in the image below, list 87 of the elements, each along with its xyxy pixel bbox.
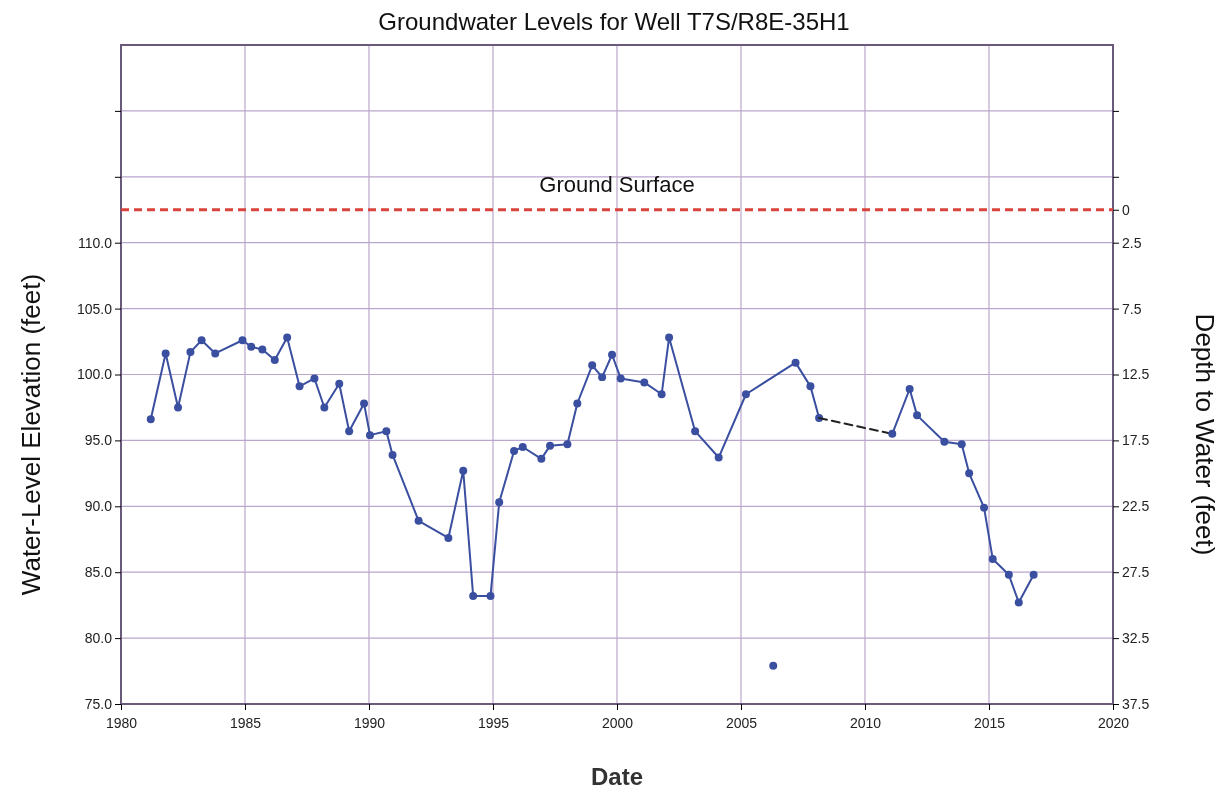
y-tick-label: 75.0 xyxy=(84,695,113,712)
point xyxy=(640,378,649,387)
point xyxy=(469,591,478,600)
y2-tick-label: 17.5 xyxy=(1122,432,1150,449)
y2-tick-label: 2.5 xyxy=(1122,234,1142,251)
point xyxy=(988,555,997,563)
point xyxy=(211,349,220,358)
point xyxy=(791,358,800,367)
y2-tick-label: 32.5 xyxy=(1122,630,1150,647)
point xyxy=(714,453,723,462)
point xyxy=(518,443,527,451)
point xyxy=(258,345,267,354)
point xyxy=(769,661,778,670)
point xyxy=(888,429,897,438)
y-tick-label: 80.0 xyxy=(84,630,113,647)
ref-line-label: Ground Surface xyxy=(539,171,695,197)
point xyxy=(1004,570,1013,579)
point xyxy=(366,431,374,440)
x-tick-label: 2000 xyxy=(601,715,634,732)
point xyxy=(382,427,391,436)
x-tick-label: 2005 xyxy=(725,715,758,732)
y2-tick-label: 27.5 xyxy=(1122,564,1150,581)
point xyxy=(616,374,625,383)
y2-axis-title: Depth to Water (feet) xyxy=(1190,313,1220,556)
point xyxy=(806,382,815,391)
point xyxy=(980,503,989,512)
point xyxy=(247,342,256,351)
point xyxy=(573,399,582,408)
point xyxy=(320,403,329,412)
point xyxy=(283,333,292,342)
point xyxy=(335,379,344,388)
y-tick-label: 110.0 xyxy=(78,234,113,251)
point xyxy=(598,373,607,382)
y-tick-label: 85.0 xyxy=(84,564,113,581)
point xyxy=(238,336,247,345)
point xyxy=(905,385,914,393)
y2-tick-label: 22.5 xyxy=(1122,498,1150,515)
y2-tick-label: 7.5 xyxy=(1122,300,1142,317)
point xyxy=(270,356,279,364)
y-tick-label: 100.0 xyxy=(76,366,113,383)
x-axis-title: Date xyxy=(590,763,644,790)
point xyxy=(146,415,155,424)
y2-tick-label: 12.5 xyxy=(1122,366,1150,383)
point xyxy=(546,441,555,450)
x-tick-label: 1985 xyxy=(229,715,262,732)
point xyxy=(665,333,674,342)
point xyxy=(1029,570,1038,579)
point xyxy=(1014,598,1023,607)
point xyxy=(310,374,319,383)
point xyxy=(608,350,617,359)
point xyxy=(459,466,468,475)
point xyxy=(588,361,597,370)
point xyxy=(174,403,183,412)
point xyxy=(495,498,504,507)
point xyxy=(486,591,495,600)
point xyxy=(965,469,974,478)
y2-tick-label: 0 xyxy=(1122,201,1130,218)
x-tick-label: 2010 xyxy=(849,715,882,732)
point xyxy=(657,390,666,399)
point xyxy=(563,440,572,449)
x-tick-label: 1995 xyxy=(477,715,510,732)
point xyxy=(957,440,966,449)
point xyxy=(360,399,369,408)
point xyxy=(388,450,397,459)
point xyxy=(510,446,519,455)
point xyxy=(913,411,922,420)
y-axis-title: Water-Level Elevation (feet) xyxy=(16,273,46,596)
x-tick-label: 2015 xyxy=(973,715,1006,732)
point xyxy=(741,390,750,399)
point xyxy=(414,516,423,525)
point xyxy=(295,382,304,391)
point xyxy=(161,349,170,358)
point xyxy=(537,454,546,463)
x-tick-label: 1990 xyxy=(353,715,386,732)
chart-title: Groundwater Levels for Well T7S/R8E-35H1 xyxy=(378,8,850,35)
point xyxy=(186,348,195,357)
y-tick-label: 95.0 xyxy=(84,432,113,449)
x-tick-label: 1980 xyxy=(105,715,138,732)
point xyxy=(940,437,949,446)
point xyxy=(691,427,700,436)
point xyxy=(197,336,206,345)
x-tick-label: 2020 xyxy=(1097,715,1130,732)
y-tick-label: 90.0 xyxy=(84,498,113,515)
y2-tick-label: 37.5 xyxy=(1122,695,1150,712)
point xyxy=(444,533,453,542)
point xyxy=(345,427,354,436)
y-tick-label: 105.0 xyxy=(76,300,113,317)
